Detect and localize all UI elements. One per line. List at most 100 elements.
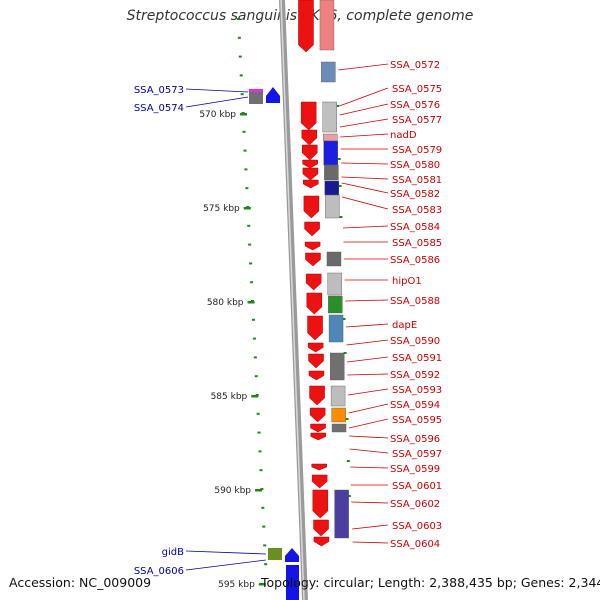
minor-tick [259,469,263,472]
accession-text: Accession: NC_009009 [9,575,152,590]
feature-block [324,180,340,196]
feature-block [331,423,347,433]
feature-block [330,385,346,407]
forward-gene-label: SSA_0590 [390,336,440,347]
genome-backbone [279,0,308,600]
label-leader-line [349,435,389,439]
kbp-axis: 570 kbp 575 kbp 580 kbp 585 kbp 590 kbp 595 k… [199,110,266,590]
minor-tick [257,431,261,434]
reverse-gene-label: gidB [162,547,184,558]
kbp-tick-label: 585 kbp [211,392,248,402]
minor-tick [261,506,265,509]
forward-gene-arrow [306,292,323,315]
minor-tick [243,149,247,152]
forward-gene-arrow [300,101,317,131]
minor-tick [263,544,267,547]
forward-gene-label: SSA_0581 [392,175,442,186]
forward-gene-label: SSA_0604 [390,539,440,550]
kbp-tick [255,489,263,492]
forward-gene-label: SSA_0601 [392,481,442,492]
label-leader-line [345,323,389,328]
forward-gene-label: SSA_0583 [392,205,442,216]
minor-tick [342,318,346,320]
label-leader-line [339,103,389,116]
minor-tick [244,168,248,171]
forward-gene-arrow [302,144,318,161]
minor-tick [339,216,343,218]
forward-gene-label: SSA_0588 [390,296,440,307]
reverse-gene-label: SSA_0574 [134,103,184,114]
kbp-tick-label: 575 kbp [203,204,240,214]
minor-tick [262,525,266,528]
forward-gene-arrow [305,273,322,291]
forward-gene-label: SSA_0603 [392,521,442,532]
feature-block [323,133,338,142]
forward-gene-label: SSA_0576 [390,100,440,111]
reverse-gene-block [249,92,263,104]
forward-gene-arrow [309,407,326,423]
forward-gene-label: SSA_0575 [392,84,442,95]
kbp-tick-label: 580 kbp [207,298,244,308]
forward-gene-arrow [302,159,318,169]
label-leader-line [342,196,389,210]
forward-gene-arrow [309,385,325,406]
forward-gene-arrow [308,353,324,369]
forward-gene-arrow [308,370,325,381]
feature-block [331,407,346,423]
label-leader-line [348,418,389,429]
forward-gene-arrow [304,221,320,237]
kbp-tick [240,113,247,116]
forward-gene-arrow [311,463,327,471]
forward-gene-label: SSA_0602 [390,499,440,510]
forward-gene-arrow [304,241,321,251]
forward-gene-arrow [313,536,330,547]
minor-tick [252,337,256,340]
forward-gene-label: SSA_0585 [392,238,442,249]
minor-tick [237,36,241,39]
label-leader-line [350,466,389,469]
minor-tick [345,418,349,420]
label-leader-line [352,541,389,544]
reverse-gene-block [268,548,282,560]
label-leader-line [185,96,249,108]
forward-gene-label: dapE [392,320,417,331]
minor-tick [250,281,254,284]
reverse-gene-label: SSA_0573 [134,85,184,96]
forward-gene-label: nadD [390,130,417,141]
minor-tick [336,105,340,107]
forward-gene-arrow [310,423,326,433]
minor-tick [240,93,244,96]
label-leader-line [338,63,389,71]
feature-block [323,140,338,166]
label-leader-line [185,550,267,555]
genome-summary-text: Topology: circular; Length: 2,388,435 bp… [261,575,600,590]
forward-gene-arrow [303,195,320,219]
forward-gene-label: SSA_0592 [390,370,440,381]
forward-gene-label: SSA_0584 [390,222,440,233]
forward-gene-label: SSA_0599 [390,464,440,475]
reverse-gene-arrow [286,565,299,600]
feature-block [326,251,342,267]
minor-tick [343,352,347,354]
label-leader-line [348,403,389,414]
feature-block [322,101,337,133]
minor-tick [248,243,252,246]
forward-gene-arrow [298,0,314,53]
feature-block [329,352,345,381]
forward-gene-arrow [307,315,323,341]
feature-block [328,295,343,314]
label-leader-line [349,448,389,454]
backbone-highlight [280,0,305,600]
label-leader-line [347,373,389,376]
reverse-gene-label: SSA_0606 [134,566,184,577]
minor-tick [238,55,242,58]
forward-gene-label: SSA_0586 [390,255,440,266]
forward-gene-label: SSA_0593 [392,385,442,396]
reverse-gene-arrow [266,87,280,96]
feature-block [319,0,335,51]
kbp-tick [258,583,266,586]
kbp-tick [251,395,259,398]
label-leader-line [341,176,389,180]
forward-gene-arrow [311,474,328,489]
